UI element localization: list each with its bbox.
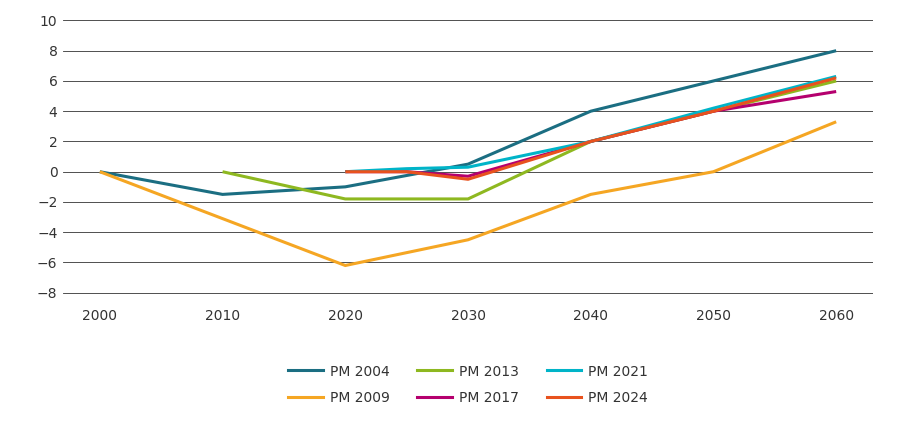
PM 2024 xyxy=(401,169,412,174)
PM 2004 xyxy=(831,48,842,53)
Line: PM 2017: PM 2017 xyxy=(346,91,836,176)
Line: PM 2009: PM 2009 xyxy=(100,122,836,266)
PM 2017 xyxy=(340,169,351,174)
PM 2009 xyxy=(831,119,842,124)
PM 2021 xyxy=(401,166,412,171)
PM 2013 xyxy=(217,169,228,174)
PM 2017 xyxy=(585,139,596,144)
PM 2013 xyxy=(585,139,596,144)
PM 2024 xyxy=(463,177,473,182)
PM 2021 xyxy=(463,165,473,170)
PM 2004 xyxy=(463,162,473,167)
PM 2009 xyxy=(340,263,351,268)
PM 2013 xyxy=(463,196,473,202)
Line: PM 2013: PM 2013 xyxy=(222,81,836,199)
PM 2004 xyxy=(340,184,351,190)
PM 2004 xyxy=(708,79,719,84)
PM 2021 xyxy=(340,169,351,174)
PM 2024 xyxy=(708,109,719,114)
PM 2004 xyxy=(585,109,596,114)
Line: PM 2004: PM 2004 xyxy=(100,51,836,194)
PM 2009 xyxy=(708,169,719,174)
PM 2017 xyxy=(831,89,842,94)
PM 2009 xyxy=(463,237,473,242)
PM 2017 xyxy=(463,174,473,179)
PM 2009 xyxy=(94,169,105,174)
PM 2004 xyxy=(94,169,105,174)
PM 2017 xyxy=(708,109,719,114)
PM 2013 xyxy=(831,79,842,84)
PM 2004 xyxy=(217,192,228,197)
PM 2024 xyxy=(831,76,842,81)
PM 2021 xyxy=(708,106,719,111)
PM 2021 xyxy=(585,139,596,144)
PM 2017 xyxy=(401,169,412,174)
PM 2021 xyxy=(831,74,842,79)
Legend: PM 2004, PM 2009, PM 2013, PM 2017, PM 2021, PM 2024: PM 2004, PM 2009, PM 2013, PM 2017, PM 2… xyxy=(283,359,653,411)
PM 2024 xyxy=(585,139,596,144)
PM 2009 xyxy=(585,192,596,197)
Line: PM 2024: PM 2024 xyxy=(346,78,836,179)
Line: PM 2021: PM 2021 xyxy=(346,76,836,172)
PM 2024 xyxy=(340,169,351,174)
PM 2013 xyxy=(340,196,351,202)
